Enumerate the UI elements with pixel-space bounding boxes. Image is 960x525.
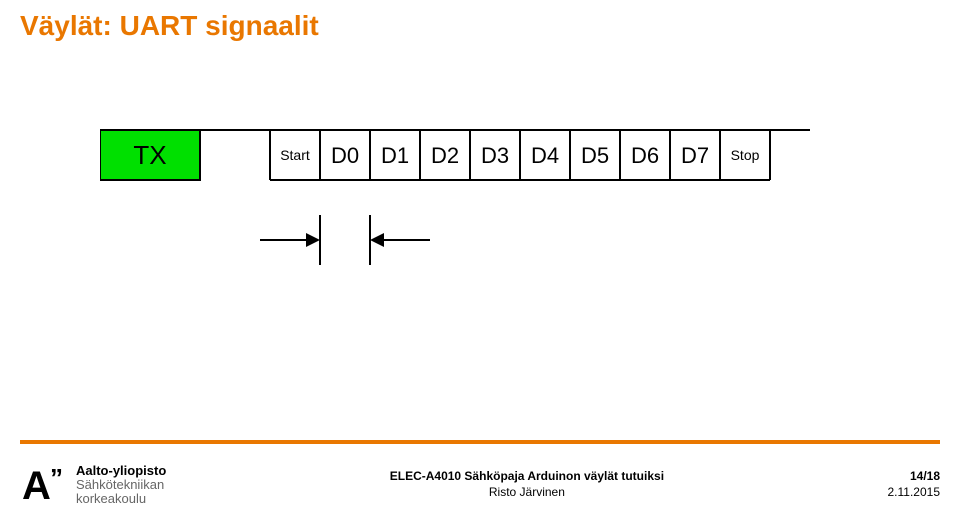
slide-footer: A” Aalto-yliopisto Sähkötekniikan korkea… xyxy=(20,460,940,510)
author-name: Risto Järvinen xyxy=(166,485,887,501)
svg-text:Stop: Stop xyxy=(731,147,760,163)
svg-text:A: A xyxy=(22,464,51,507)
svg-text:D3: D3 xyxy=(481,143,509,168)
svg-text:TX: TX xyxy=(133,140,166,170)
slide-title: Väylät: UART signaalit xyxy=(20,10,319,42)
aalto-logo: A” Aalto-yliopisto Sähkötekniikan korkea… xyxy=(20,463,166,507)
svg-text:D0: D0 xyxy=(331,143,359,168)
svg-text:D5: D5 xyxy=(581,143,609,168)
svg-text:D4: D4 xyxy=(531,143,559,168)
logo-line2: Sähkötekniikan xyxy=(76,478,166,492)
footer-center: ELEC-A4010 Sähköpaja Arduinon väylät tut… xyxy=(166,469,887,500)
uart-timing-diagram: TX Start D0 D1 D2 D3 D4 D5 D6 D7 Stop xyxy=(100,120,860,340)
logo-line3: korkeakoulu xyxy=(76,492,166,506)
svg-text:D1: D1 xyxy=(381,143,409,168)
footer-divider xyxy=(20,440,940,444)
svg-text:”: ” xyxy=(50,463,63,493)
aalto-logo-text: Aalto-yliopisto Sähkötekniikan korkeakou… xyxy=(76,464,166,507)
slide-date: 2.11.2015 xyxy=(888,485,941,501)
logo-line1: Aalto-yliopisto xyxy=(76,464,166,478)
aalto-mark-icon: A” xyxy=(20,463,68,507)
svg-text:D6: D6 xyxy=(631,143,659,168)
svg-text:D7: D7 xyxy=(681,143,709,168)
svg-text:Start: Start xyxy=(280,147,310,163)
course-title: ELEC-A4010 Sähköpaja Arduinon väylät tut… xyxy=(166,469,887,485)
page-number: 14/18 xyxy=(888,469,941,485)
svg-text:D2: D2 xyxy=(431,143,459,168)
timing-svg: TX Start D0 D1 D2 D3 D4 D5 D6 D7 Stop xyxy=(100,120,860,340)
footer-right: 14/18 2.11.2015 xyxy=(888,469,941,500)
title-text: Väylät: UART signaalit xyxy=(20,10,319,41)
